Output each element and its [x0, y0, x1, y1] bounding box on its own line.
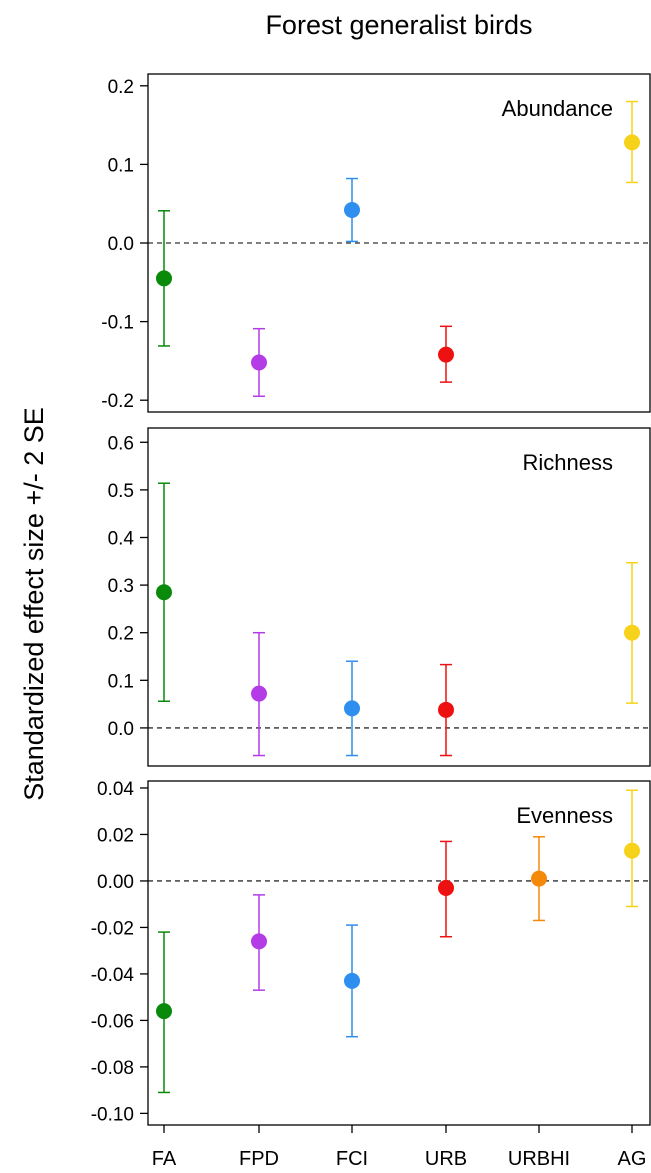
- data-point-fci: [344, 177, 360, 243]
- data-point-fci: [344, 660, 360, 757]
- data-point-fpd: [251, 631, 267, 757]
- point-marker: [251, 685, 267, 702]
- data-point-urb: [438, 840, 454, 938]
- y-tick-label: -0.08: [91, 1058, 134, 1079]
- panel-richness: 0.6 0.5 0.4 0.3 0.2 0.1 0.0 Richness: [108, 427, 651, 767]
- panel-evenness: 0.04 0.02 0.00 -0.02 -0.04 -0.06 -0.08 -0.10 Eve…: [91, 779, 651, 1126]
- data-point-ag: [624, 561, 640, 704]
- point-marker: [251, 933, 267, 950]
- data-point-urb: [438, 325, 454, 383]
- panel-abundance: 0.2 0.1 0.0 -0.1 -0.2 Abundance: [101, 73, 651, 413]
- point-marker: [624, 624, 640, 641]
- x-tick-label-fci: FCI: [336, 1148, 368, 1170]
- y-tick-label: 0.4: [108, 528, 135, 549]
- point-marker: [251, 354, 267, 371]
- figure-title: Forest generalist birds: [265, 10, 532, 40]
- y-tick-label: 0.0: [108, 234, 134, 255]
- point-marker: [438, 346, 454, 363]
- y-tick-label: 0.6: [108, 433, 134, 454]
- point-marker: [438, 701, 454, 718]
- data-point-fci: [344, 924, 360, 1038]
- data-point-fa: [156, 210, 172, 347]
- point-marker: [344, 972, 360, 989]
- y-tick-label: -0.06: [91, 1011, 134, 1032]
- y-tick-label: 0.1: [108, 155, 134, 176]
- panel-title: Evenness: [516, 803, 613, 828]
- y-tick-label: 0.1: [108, 671, 134, 692]
- point-marker: [624, 134, 640, 151]
- y-tick-label: 0.00: [97, 872, 134, 893]
- x-tick-label-urbhi: URBHI: [508, 1148, 570, 1170]
- point-marker: [344, 201, 360, 218]
- y-tick-label: 0.3: [108, 576, 134, 597]
- panel-title: Abundance: [502, 96, 613, 121]
- y-tick-label: 0.2: [108, 77, 134, 98]
- data-point-fpd: [251, 894, 267, 991]
- data-point-urb: [438, 663, 454, 757]
- y-tick-label: 0.5: [108, 481, 134, 502]
- y-tick-label: -0.10: [91, 1104, 134, 1125]
- y-tick-label: -0.1: [101, 313, 134, 334]
- data-point-fa: [156, 931, 172, 1094]
- data-point-ag: [624, 789, 640, 908]
- x-tick-label-fpd: FPD: [239, 1148, 279, 1170]
- x-tick-label-fa: FA: [152, 1148, 177, 1170]
- y-tick-label: -0.02: [91, 918, 134, 939]
- point-marker: [344, 700, 360, 717]
- x-tick-label-ag: AG: [618, 1148, 647, 1170]
- x-tick-label-urb: URB: [425, 1148, 467, 1170]
- y-tick-label: 0.02: [97, 825, 134, 846]
- panels: 0.20.10.0-0.1-0.2Abundance0.60.50.40.30.…: [91, 73, 651, 1126]
- plot-frame: [147, 780, 651, 1126]
- plot-frame: [147, 427, 651, 767]
- data-point-urbhi: [531, 836, 547, 922]
- y-tick-label: -0.04: [91, 965, 135, 986]
- point-marker: [624, 842, 640, 859]
- y-tick-label: 0.2: [108, 624, 134, 645]
- data-point-fa: [156, 482, 172, 703]
- y-tick-label: -0.2: [101, 391, 134, 412]
- point-marker: [156, 1003, 172, 1020]
- point-marker: [156, 584, 172, 601]
- x-axis: FA FPD FCI URB URBHI AG: [152, 1125, 647, 1170]
- data-point-fpd: [251, 327, 267, 398]
- point-marker: [156, 270, 172, 287]
- y-axis-label: Standardized effect size +/- 2 SE: [19, 407, 49, 800]
- panel-title: Richness: [523, 450, 613, 475]
- point-marker: [438, 879, 454, 896]
- data-point-ag: [624, 100, 640, 184]
- point-marker: [531, 870, 547, 887]
- y-tick-label: 0.0: [108, 719, 134, 740]
- y-tick-label: 0.04: [97, 779, 134, 800]
